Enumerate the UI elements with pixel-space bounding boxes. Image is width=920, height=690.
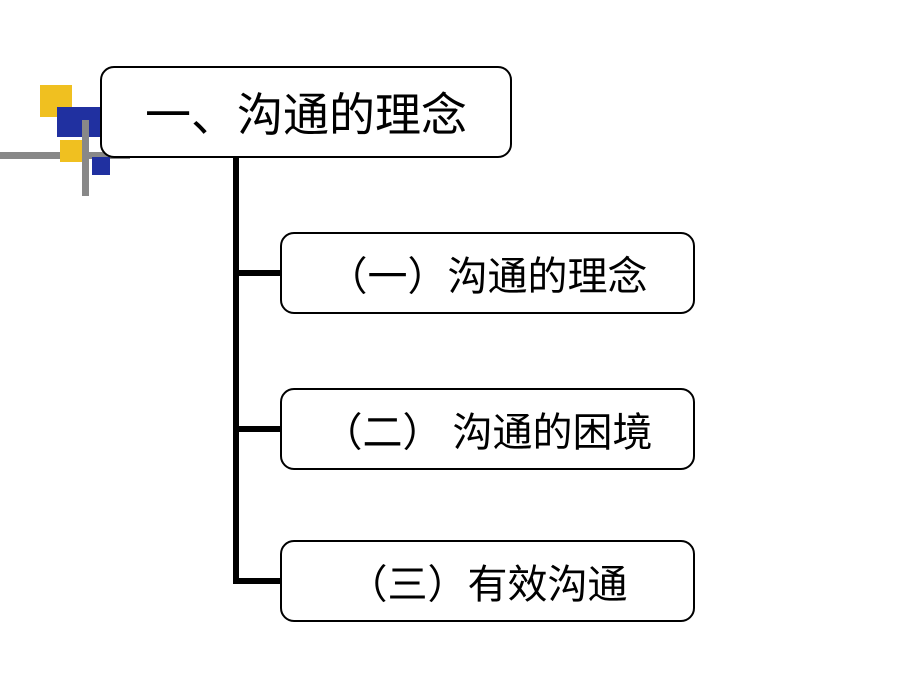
tree-connector-h2 bbox=[233, 426, 280, 432]
child-node-3: （三）有效沟通 bbox=[280, 540, 695, 622]
deco-square-blue-small bbox=[92, 157, 110, 175]
child-node-1: （一）沟通的理念 bbox=[280, 232, 695, 314]
child-node-2: （二） 沟通的困境 bbox=[280, 388, 695, 470]
deco-square-yellow-small bbox=[60, 140, 82, 162]
tree-connector-h3 bbox=[233, 578, 280, 584]
root-node: 一、沟通的理念 bbox=[100, 66, 512, 158]
deco-rect-blue bbox=[57, 107, 105, 137]
tree-connector-vertical bbox=[233, 158, 239, 582]
child-node-1-text: （一）沟通的理念 bbox=[328, 244, 648, 302]
child-node-3-text: （三）有效沟通 bbox=[348, 552, 628, 610]
root-node-text: 一、沟通的理念 bbox=[145, 79, 467, 145]
tree-connector-h1 bbox=[233, 270, 280, 276]
deco-vertical-line bbox=[82, 120, 89, 196]
child-node-2-text: （二） 沟通的困境 bbox=[323, 400, 653, 458]
